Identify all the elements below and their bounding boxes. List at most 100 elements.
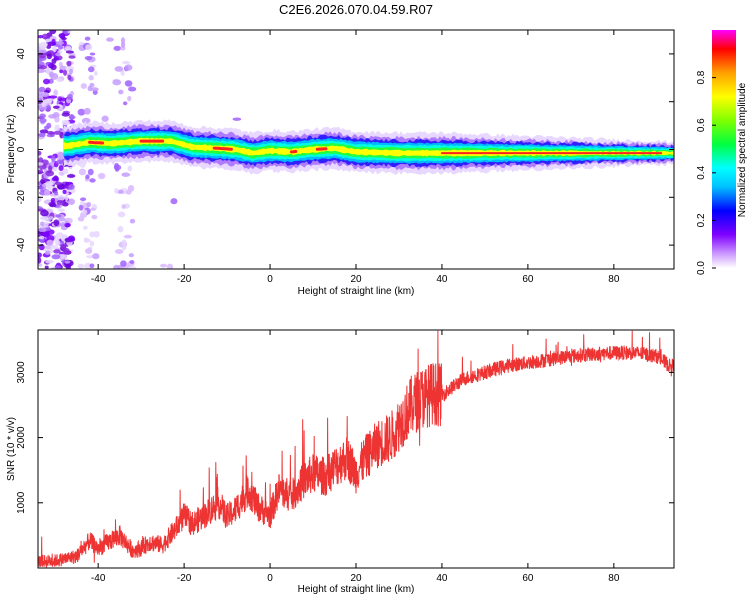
spectrogram-x-tick-label: 80 (608, 274, 620, 285)
noise-blob (49, 203, 57, 208)
noise-blob (123, 234, 132, 239)
noise-blob (49, 30, 57, 35)
noise-blob (114, 162, 119, 169)
noise-blob (93, 71, 98, 76)
noise-blob (83, 107, 91, 115)
noise-blob (64, 222, 71, 228)
spectrogram-x-tick-label: -40 (91, 274, 106, 285)
noise-blob (58, 97, 67, 102)
noise-blob (160, 263, 168, 268)
noise-blob (61, 119, 70, 126)
noise-blob (128, 86, 137, 92)
snr-y-axis-label: SNR (10 * v/v) (6, 417, 17, 481)
noise-blob (61, 36, 67, 41)
noise-blob (69, 68, 74, 75)
noise-blob (51, 58, 57, 64)
noise-blob (51, 155, 56, 163)
noise-blob (83, 238, 91, 243)
noise-blob (112, 79, 122, 86)
noise-blob (39, 216, 49, 221)
noise-blob (56, 200, 65, 205)
noise-blob (46, 239, 54, 247)
ridge-core (290, 149, 298, 154)
noise-blob (56, 78, 63, 83)
noise-blob (68, 183, 75, 190)
colorbar: 0.0 0.2 0.4 0.6 0.8 Normalized spectral ampl… (696, 30, 748, 275)
noise-blob (43, 98, 53, 104)
noise-blob (122, 101, 128, 106)
noise-blob (66, 174, 76, 178)
ridge-band (63, 137, 674, 157)
noise-blob (53, 219, 60, 227)
noise-blob (86, 255, 94, 259)
noise-blob (129, 218, 136, 224)
noise-blob (45, 170, 55, 177)
noise-blob (48, 95, 58, 99)
noise-blob (51, 254, 61, 260)
noise-blob (64, 46, 72, 51)
noise-blob (124, 80, 133, 87)
noise-blob (58, 61, 63, 67)
noise-blob (51, 176, 60, 182)
colorbar-tick-label: 0.0 (696, 261, 707, 275)
noise-blob (44, 250, 51, 256)
noise-blob (77, 108, 86, 116)
noise-blob (51, 166, 58, 172)
noise-blob (51, 45, 57, 53)
noise-blob (55, 240, 61, 246)
noise-blob (50, 64, 57, 71)
noise-blob (82, 225, 88, 230)
noise-blob (48, 165, 53, 172)
snr-x-tick-label: 60 (522, 573, 534, 584)
noise-blob (121, 245, 127, 251)
noise-blob (57, 44, 64, 50)
noise-blob (129, 260, 135, 264)
colorbar-gradient (712, 30, 736, 268)
snr-y-tick-label: 3000 (16, 361, 27, 384)
noise-blob (127, 165, 133, 172)
spectrogram-y-tick-label: -20 (16, 190, 27, 205)
colorbar-tick-label: 0.6 (696, 118, 707, 132)
noise-blob (91, 214, 98, 220)
noise-blob (44, 181, 54, 187)
noise-blob (38, 235, 45, 240)
noise-blob (59, 65, 68, 70)
noise-blob (49, 216, 54, 220)
noise-blob (89, 178, 96, 183)
colorbar-ticks: 0.0 0.2 0.4 0.6 0.8 (696, 70, 716, 275)
noise-blob (81, 117, 91, 125)
noise-blob (121, 172, 131, 177)
noise-blob (128, 253, 135, 258)
noise-blob (50, 161, 55, 167)
noise-blob (53, 249, 61, 254)
noise-blob (41, 33, 49, 40)
noise-blob (62, 249, 71, 255)
noise-blob (38, 93, 44, 101)
noise-blob (120, 69, 125, 76)
snr-frame (37, 329, 675, 569)
noise-blob (38, 68, 45, 74)
noise-blob (85, 248, 93, 255)
noise-blob (46, 122, 52, 129)
noise-blob (40, 221, 45, 227)
noise-blob (55, 52, 61, 57)
spectrogram-marks (38, 30, 674, 269)
noise-blob (48, 71, 55, 78)
noise-blob (51, 38, 56, 46)
noise-blob (68, 55, 76, 59)
noise-blob (89, 82, 95, 88)
noise-blob (65, 50, 74, 54)
noise-blob (50, 198, 56, 203)
noise-blob (89, 52, 96, 56)
noise-blob (44, 189, 51, 196)
spectrogram-y-tick-label: 40 (16, 48, 27, 60)
noise-blob (43, 221, 49, 228)
noise-blob (38, 257, 42, 264)
ridge-core (88, 140, 104, 145)
noise-blob (55, 159, 64, 165)
noise-blob (38, 186, 44, 190)
colorbar-tick-label: 0.2 (696, 213, 707, 227)
noise-blob (89, 263, 95, 269)
noise-blob (62, 168, 69, 175)
noise-blob (44, 38, 53, 43)
